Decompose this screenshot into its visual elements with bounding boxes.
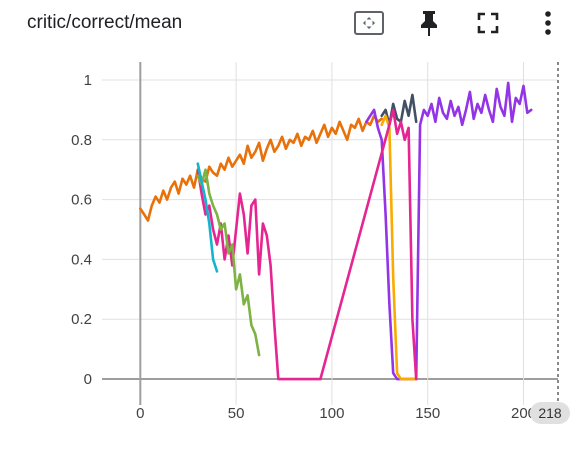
- y-tick-label: 0.6: [71, 192, 92, 209]
- fit-domain-button[interactable]: [352, 8, 386, 42]
- line-chart[interactable]: 0 0.2 0.4 0.6 0.8 1 0 50 100 150 200: [0, 50, 576, 444]
- fullscreen-button[interactable]: [471, 8, 505, 42]
- more-vert-icon: [544, 10, 552, 41]
- more-button[interactable]: [531, 8, 565, 42]
- x-tick-label: 150: [415, 405, 440, 422]
- x-tick-label: 200: [511, 405, 536, 422]
- tick-labels: 0 0.2 0.4 0.6 0.8 1 0 50 100 150 200: [71, 72, 536, 422]
- y-tick-label: 1: [84, 72, 92, 89]
- pin-icon: [417, 9, 441, 42]
- fit-domain-icon: [353, 9, 385, 42]
- x-tick-label: 0: [136, 405, 144, 422]
- series-line[interactable]: [196, 108, 418, 381]
- x-tick-label: 100: [319, 405, 344, 422]
- series-line[interactable]: [380, 93, 418, 127]
- grid: [102, 62, 559, 405]
- fullscreen-icon: [477, 12, 499, 39]
- y-tick-label: 0.8: [71, 132, 92, 149]
- pin-button[interactable]: [412, 8, 446, 42]
- step-badge: 218: [530, 402, 570, 424]
- series-group: [139, 81, 533, 381]
- series-line[interactable]: [196, 162, 219, 273]
- series-line[interactable]: [196, 168, 261, 357]
- series-line[interactable]: [139, 114, 384, 222]
- chart-area[interactable]: 0 0.2 0.4 0.6 0.8 1 0 50 100 150 200: [0, 50, 576, 444]
- series-line[interactable]: [365, 81, 533, 381]
- y-tick-label: 0.4: [71, 251, 92, 268]
- y-tick-label: 0.2: [71, 311, 92, 328]
- x-tick-label: 50: [228, 405, 245, 422]
- series-line[interactable]: [380, 114, 418, 381]
- chart-title: critic/correct/mean: [27, 12, 183, 33]
- card-header: critic/correct/mean: [0, 0, 576, 50]
- y-tick-label: 0: [84, 371, 92, 388]
